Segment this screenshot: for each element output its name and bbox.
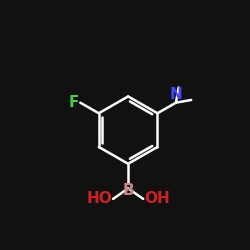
Text: OH: OH — [144, 192, 170, 206]
Text: B: B — [122, 183, 134, 198]
Text: F: F — [69, 95, 79, 110]
Text: HO: HO — [86, 192, 112, 206]
Text: N: N — [170, 87, 182, 102]
